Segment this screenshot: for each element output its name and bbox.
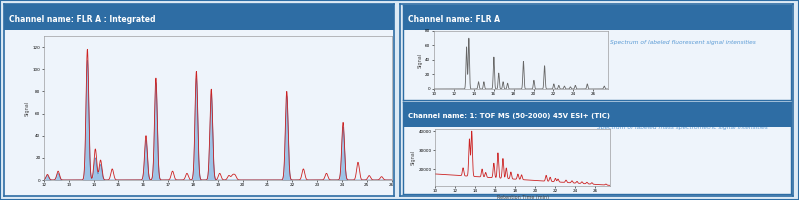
Y-axis label: Signal: Signal xyxy=(25,100,30,116)
Text: Spectrum of labeled mass spectrometric signal intensities: Spectrum of labeled mass spectrometric s… xyxy=(597,125,768,130)
X-axis label: Retention Time (min): Retention Time (min) xyxy=(497,195,549,200)
Text: Spectrum of labeled fluorescent signal intensities: Spectrum of labeled fluorescent signal i… xyxy=(610,40,755,45)
Text: Channel name: FLR A: Channel name: FLR A xyxy=(408,15,500,24)
Y-axis label: Signal: Signal xyxy=(411,150,416,165)
Text: Channel name: 1: TOF MS (50-2000) 45V ESI+ (TIC): Channel name: 1: TOF MS (50-2000) 45V ES… xyxy=(408,113,610,119)
Text: Channel name: FLR A : Integrated: Channel name: FLR A : Integrated xyxy=(9,15,155,24)
Y-axis label: Signal: Signal xyxy=(417,52,423,68)
